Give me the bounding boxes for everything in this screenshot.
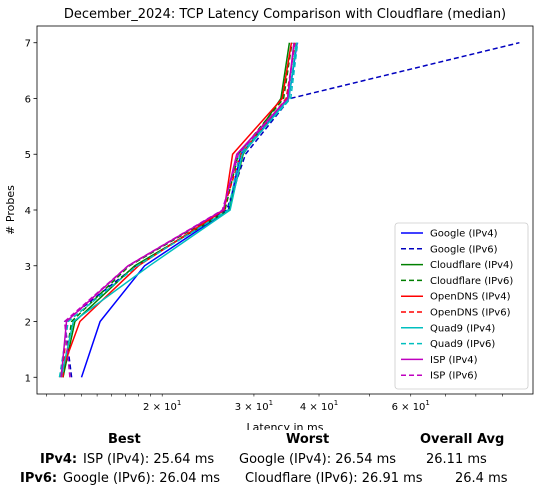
series-line-cloudflare-ipv6: [62, 42, 293, 378]
y-tick-label-7: 7: [25, 39, 31, 50]
chart-title: December_2024: TCP Latency Comparison wi…: [64, 7, 506, 22]
summary-table: Best Worst Overall Avg IPv4: ISP (IPv4):…: [0, 430, 541, 496]
x-tick-label-60: 6 × 101: [392, 399, 430, 413]
summary-best-ipv4: ISP (IPv4): 25.64 ms: [83, 452, 215, 467]
latency-chart: December_2024: TCP Latency Comparison wi…: [4, 7, 534, 430]
series-line-opendns-ipv4: [58, 42, 293, 378]
y-axis-label: # Probes: [4, 185, 17, 235]
plot-area: 1 2 3 4 5 6 7 2 × 101 3 × 101 4 × 101 6 × 101 Googl…: [25, 25, 534, 413]
legend-label-google-ipv4: Google (IPv4): [430, 229, 498, 240]
series-line-quad9-ipv4: [60, 42, 298, 378]
x-tick-label-30: 3 × 101: [235, 399, 273, 413]
summary-worst-ipv6: Cloudflare (IPv6): 26.91 ms: [245, 471, 423, 486]
legend-label-cloudflare-ipv4: Cloudflare (IPv4): [430, 260, 513, 271]
summary-best-ipv6: Google (IPv6): 26.04 ms: [63, 471, 221, 486]
legend-label-opendns-ipv4: OpenDNS (IPv4): [430, 292, 511, 303]
y-tick-label-4: 4: [25, 206, 31, 217]
summary-row-label-ipv6: IPv6:: [20, 471, 58, 486]
x-tick-label-20: 2 × 101: [143, 399, 181, 413]
summary-header-avg: Overall Avg: [420, 432, 505, 447]
legend-label-cloudflare-ipv6: Cloudflare (IPv6): [430, 276, 513, 287]
x-tick-label-40: 4 × 101: [300, 399, 338, 413]
legend-label-isp-ipv6: ISP (IPv6): [430, 371, 478, 382]
y-tick-label-1: 1: [25, 373, 31, 384]
legend-label-google-ipv6: Google (IPv6): [430, 244, 498, 255]
series-line-isp-ipv4: [60, 42, 295, 378]
series-line-quad9-ipv6: [58, 42, 299, 378]
y-tick-label-6: 6: [25, 94, 31, 105]
summary-row-label-ipv4: IPv4:: [40, 452, 78, 467]
series-line-isp-ipv6: [63, 42, 296, 378]
x-axis-label: Latency in ms: [247, 421, 324, 430]
summary-avg-ipv4: 26.11 ms: [426, 452, 487, 467]
legend-label-opendns-ipv6: OpenDNS (IPv6): [430, 308, 511, 319]
y-tick-label-3: 3: [25, 262, 31, 273]
y-tick-label-5: 5: [25, 150, 31, 161]
summary-header-best: Best: [108, 432, 141, 447]
series-line-cloudflare-ipv4: [62, 42, 291, 378]
summary-header-worst: Worst: [286, 432, 330, 447]
summary-avg-ipv6: 26.4 ms: [455, 471, 508, 486]
legend-label-quad9-ipv4: Quad9 (IPv4): [430, 323, 495, 334]
legend-label-isp-ipv4: ISP (IPv4): [430, 355, 478, 366]
legend-label-quad9-ipv6: Quad9 (IPv6): [430, 339, 495, 350]
summary-worst-ipv4: Google (IPv4): 26.54 ms: [239, 452, 397, 467]
legend-box: [394, 222, 529, 390]
y-tick-label-2: 2: [25, 318, 31, 329]
series-line-google-ipv4: [80, 42, 298, 378]
